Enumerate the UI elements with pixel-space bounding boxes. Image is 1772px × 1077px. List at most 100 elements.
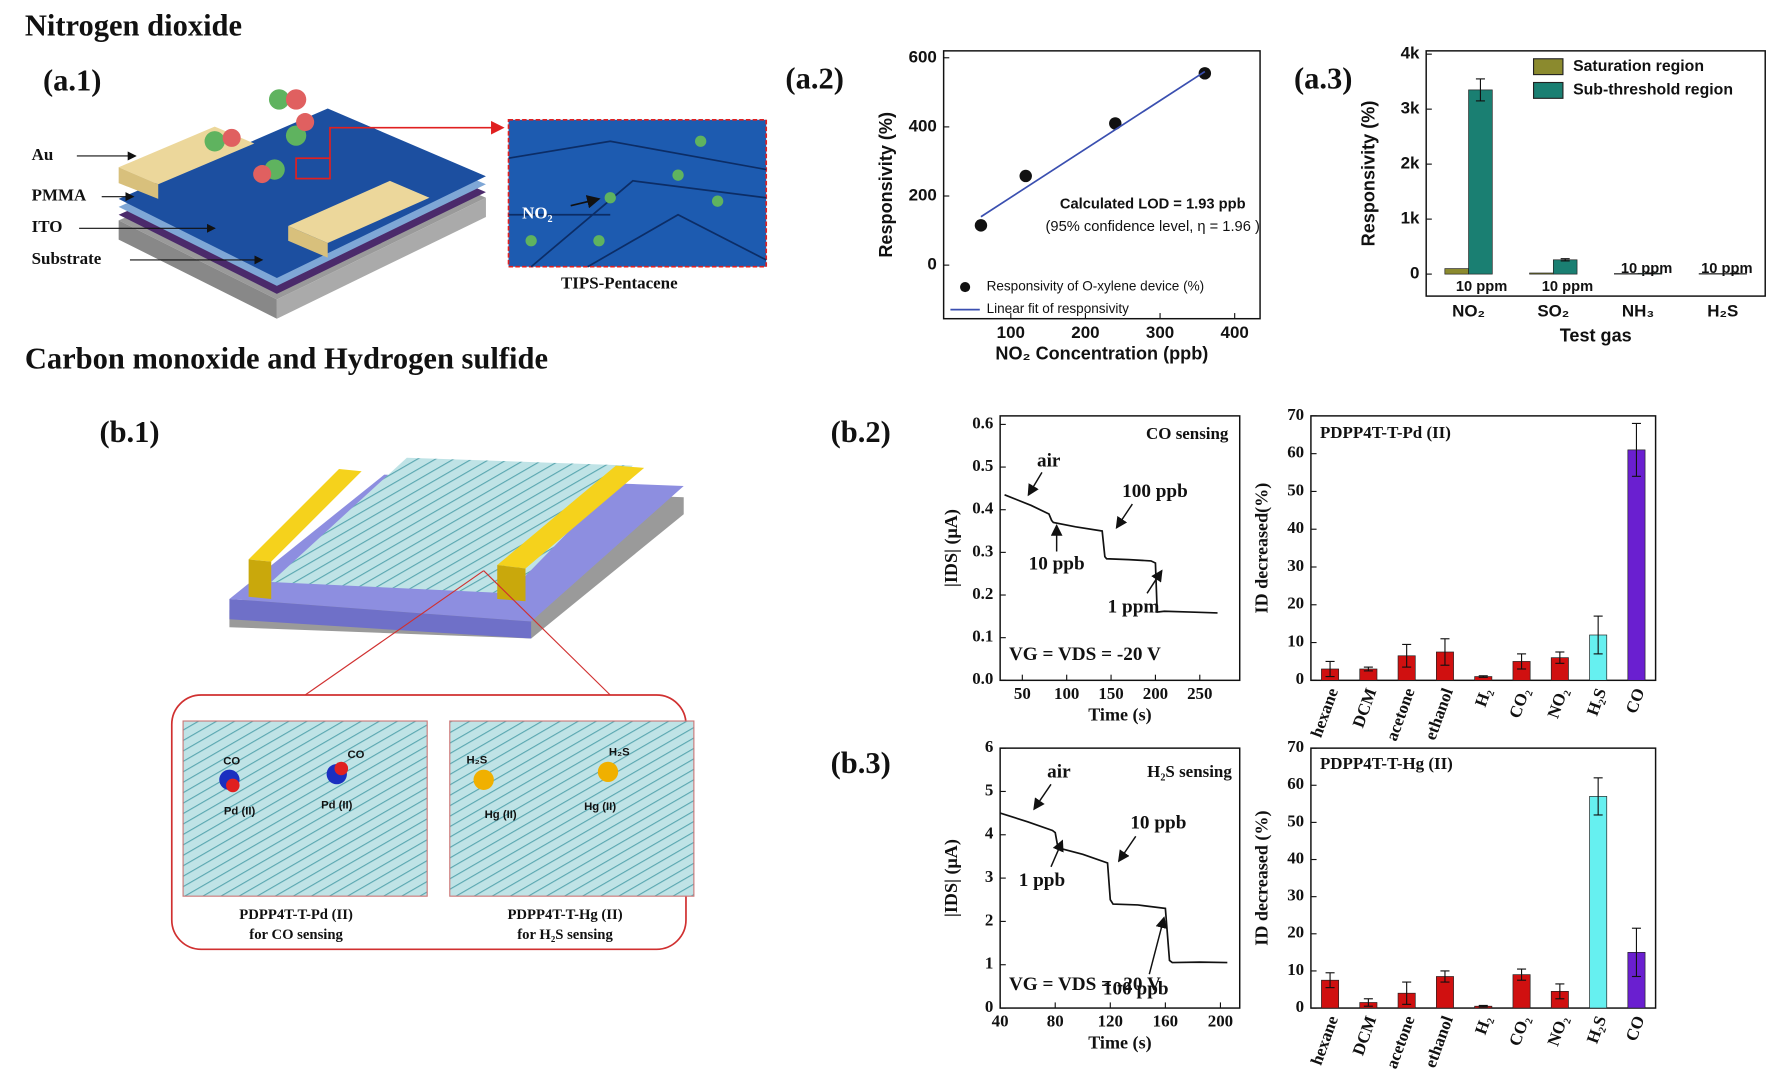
legend-swatch bbox=[1532, 58, 1564, 76]
panel-label: (a.1) bbox=[43, 64, 101, 98]
x-tick-label: 100 bbox=[997, 323, 1025, 342]
bar bbox=[1589, 796, 1608, 1009]
heading: Carbon monoxide and Hydrogen sulfide bbox=[25, 342, 548, 376]
annotation-arrow bbox=[1148, 916, 1168, 975]
panel-label: (b.3) bbox=[831, 746, 891, 780]
point bbox=[1109, 117, 1122, 130]
fit-line bbox=[980, 70, 1206, 218]
y-tick-label: 600 bbox=[909, 47, 937, 66]
chart-title: CO sensing bbox=[1146, 424, 1229, 443]
diagram-caption: for H₂S sensing bbox=[517, 927, 613, 943]
y-tick-label: 400 bbox=[909, 116, 937, 135]
y-axis-label: ID decreased(%) bbox=[1252, 483, 1273, 614]
x-tick-label: H₂ bbox=[1471, 686, 1495, 710]
chart-title: PDPP4T-T-Pd (II) bbox=[1320, 423, 1451, 442]
annotation: 1 ppb bbox=[1019, 870, 1065, 891]
y-tick-label: 70 bbox=[1287, 737, 1304, 756]
x-axis-label: NO₂ Concentration (ppb) bbox=[995, 344, 1208, 364]
x-tick-label: ethanol bbox=[1421, 685, 1457, 742]
bar bbox=[1627, 449, 1646, 681]
device-a1: NO₂ TIPS-Pentacene Au PMMA ITO Substrate bbox=[32, 89, 768, 319]
legend-label: Responsivity of O-xylene device (%) bbox=[987, 279, 1205, 294]
bar bbox=[1614, 273, 1639, 275]
y-tick-label: 1 bbox=[985, 954, 993, 973]
legend-swatch bbox=[1532, 81, 1564, 99]
plot-frame bbox=[942, 50, 1261, 320]
x-axis-label: Time (s) bbox=[1088, 1032, 1151, 1053]
x-axis-label: Test gas bbox=[1560, 326, 1632, 346]
y-tick-label: 0 bbox=[985, 997, 993, 1016]
annotation: (95% confidence level, η = 1.96 ) bbox=[1046, 219, 1260, 235]
chart: 0 200 400 600 100 200 300 400 NO₂ Concentration … bbox=[876, 47, 1261, 364]
x-tick-label: DCM bbox=[1349, 1013, 1381, 1058]
bar bbox=[1444, 268, 1469, 275]
y-tick-label: 60 bbox=[1287, 774, 1304, 793]
x-tick-label: 250 bbox=[1187, 684, 1212, 703]
y-tick-label: 10 bbox=[1287, 960, 1304, 979]
diagram-label: H₂S bbox=[609, 747, 630, 759]
y-tick-label: 0 bbox=[1296, 669, 1304, 688]
y-tick-label: 4k bbox=[1401, 44, 1420, 63]
y-tick-label: 40 bbox=[1287, 848, 1304, 867]
point bbox=[1019, 169, 1032, 183]
diagram-label: Hg (II) bbox=[584, 801, 616, 813]
x-tick-label: CO bbox=[1622, 1013, 1649, 1043]
x-tick-label: CO₂ bbox=[1505, 686, 1533, 721]
y-tick-label: 0 bbox=[1296, 997, 1304, 1016]
x-tick-label: NH₃ bbox=[1622, 301, 1654, 320]
y-tick-label: 2k bbox=[1401, 154, 1420, 173]
y-tick-label: 1k bbox=[1401, 209, 1420, 228]
x-tick-label: H₂S bbox=[1583, 1013, 1610, 1046]
x-tick-label: acetone bbox=[1382, 685, 1419, 743]
diagram-label: PMMA bbox=[32, 186, 87, 205]
x-tick-label: hexane bbox=[1307, 1013, 1342, 1068]
x-tick-label: 120 bbox=[1098, 1012, 1123, 1031]
y-tick-label: 50 bbox=[1287, 811, 1304, 830]
diagram-label: H₂S bbox=[467, 755, 488, 767]
x-tick-label: 160 bbox=[1153, 1012, 1178, 1031]
legend-label: Sub-threshold region bbox=[1573, 82, 1733, 99]
device-b1: CO CO Pd (II) Pd (II) H₂S H₂S Hg (II) Hg… bbox=[170, 457, 695, 951]
annotation: air bbox=[1037, 451, 1061, 472]
y-tick-label: 60 bbox=[1287, 443, 1304, 462]
annotation-arrow bbox=[1027, 472, 1043, 497]
x-tick-label: ethanol bbox=[1421, 1013, 1457, 1070]
diagram-caption: PDPP4T-T-Hg (II) bbox=[507, 907, 622, 923]
x-tick-label: 50 bbox=[1014, 684, 1031, 703]
y-tick-label: 0.3 bbox=[972, 541, 993, 560]
x-tick-label: 100 bbox=[1054, 684, 1079, 703]
y-tick-label: 40 bbox=[1287, 518, 1304, 537]
diagram-label: Hg (II) bbox=[485, 809, 517, 821]
y-tick-label: 5 bbox=[985, 780, 993, 799]
heading: Nitrogen dioxide bbox=[25, 8, 242, 42]
annotation: Calculated LOD = 1.93 ppb bbox=[1060, 196, 1246, 212]
y-tick-label: 20 bbox=[1287, 594, 1304, 613]
y-tick-label: 2 bbox=[985, 910, 993, 929]
diagram-label: NO₂ bbox=[522, 204, 552, 223]
x-tick-label: 40 bbox=[992, 1012, 1009, 1031]
plot-frame bbox=[999, 415, 1241, 682]
y-tick-label: 20 bbox=[1287, 923, 1304, 942]
chart: 0.0 0.1 0.2 0.3 0.4 0.5 0.6 50 100 150 200 250 Time … bbox=[941, 413, 1241, 726]
y-tick-label: 0.6 bbox=[972, 413, 993, 432]
legend-label: Saturation region bbox=[1573, 58, 1704, 75]
x-tick-label: acetone bbox=[1382, 1013, 1419, 1071]
annotation-arrow bbox=[1146, 569, 1163, 594]
x-tick-label: NO₂ bbox=[1452, 301, 1485, 320]
x-tick-label: DCM bbox=[1349, 686, 1381, 731]
annotation: 10 ppm bbox=[1542, 279, 1593, 295]
y-tick-label: 0 bbox=[927, 255, 936, 274]
y-axis-label: Responsivity (%) bbox=[1358, 101, 1378, 247]
y-tick-label: 0.4 bbox=[972, 499, 994, 518]
panel-label: (a.3) bbox=[1294, 61, 1352, 95]
x-tick-label: 200 bbox=[1208, 1012, 1233, 1031]
y-axis-label: |IDS| (μA) bbox=[941, 839, 962, 917]
annotation: 10 ppm bbox=[1456, 279, 1507, 295]
annotation: air bbox=[1047, 761, 1071, 782]
diagram-label: ITO bbox=[32, 217, 63, 236]
y-tick-label: 50 bbox=[1287, 480, 1304, 499]
x-tick-label: 150 bbox=[1098, 684, 1123, 703]
bar bbox=[1698, 273, 1724, 275]
annotation: 10 ppm bbox=[1621, 261, 1672, 277]
diagram-label: CO bbox=[348, 749, 365, 761]
